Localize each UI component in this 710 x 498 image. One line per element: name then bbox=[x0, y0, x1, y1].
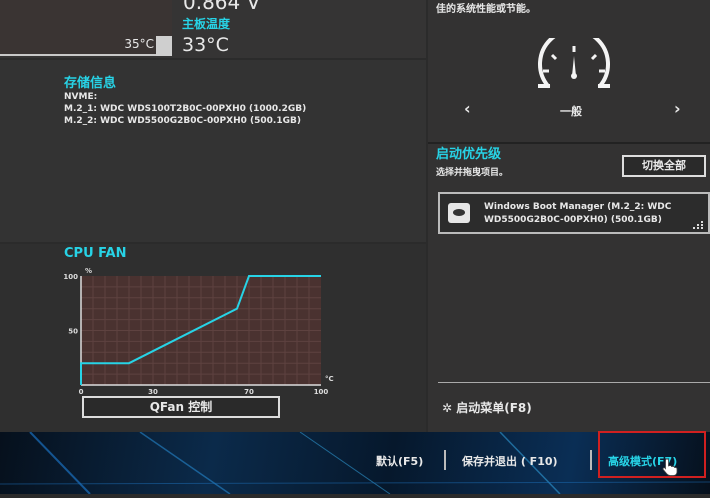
profile-next-button[interactable]: › bbox=[674, 99, 681, 118]
mb-temp-value: 33°C bbox=[182, 34, 229, 56]
boot-menu-button[interactable]: ✲ 启动菜单(F8) bbox=[442, 399, 532, 416]
boot-priority-subtitle: 选择并拖曳项目。 bbox=[436, 165, 508, 178]
highlight-box bbox=[598, 431, 706, 478]
profile-mode: 一般 bbox=[560, 103, 582, 119]
footer-separator bbox=[590, 450, 592, 470]
profile-prev-button[interactable]: ‹ bbox=[464, 99, 471, 118]
x-tick-label: 100 bbox=[314, 388, 329, 396]
hand-cursor-icon bbox=[662, 458, 678, 476]
disk-icon bbox=[448, 203, 470, 223]
storage-item: M.2_2: WDC WD5500G2B0C-00PXH0 (500.1GB) bbox=[64, 116, 301, 126]
profile-description: 佳的系统性能或节能。 bbox=[436, 0, 536, 15]
qfan-control-button[interactable]: QFan 控制 bbox=[82, 396, 280, 418]
y-tick-label: 100 bbox=[63, 273, 78, 281]
speedometer-icon[interactable] bbox=[534, 38, 614, 90]
boot-item-line2: WD5500G2B0C-00PXH0) (500.1GB) bbox=[484, 215, 662, 225]
boot-menu-label: 启动菜单(F8) bbox=[456, 401, 532, 415]
temp-marker bbox=[156, 36, 172, 56]
cpu-temp-current: 35°C bbox=[124, 37, 154, 51]
storage-info-panel: 存储信息 NVME: M.2_1: WDC WDS100T2B0C-00PXH0… bbox=[0, 60, 426, 242]
x-axis-label: °C bbox=[325, 375, 334, 383]
y-tick-label: 50 bbox=[68, 328, 78, 336]
storage-item: M.2_1: WDC WDS100T2B0C-00PXH0 (1000.2GB) bbox=[64, 104, 306, 114]
x-tick-label: 30 bbox=[148, 388, 158, 396]
switch-all-button[interactable]: 切换全部 bbox=[622, 155, 706, 177]
storage-type: NVME: bbox=[64, 92, 97, 102]
mb-temp-label: 主板温度 bbox=[182, 17, 230, 31]
drag-handle-icon[interactable] bbox=[693, 221, 705, 229]
monitor-panel: 35°C 0.864 V 主板温度 33°C bbox=[0, 0, 426, 58]
x-tick-label: 0 bbox=[79, 388, 84, 396]
y-axis-label: % bbox=[85, 267, 92, 275]
boot-item[interactable]: Windows Boot Manager (M.2_2: WDC WD5500G… bbox=[438, 192, 710, 234]
footer-separator bbox=[444, 450, 446, 470]
boot-menu-icon: ✲ bbox=[442, 401, 452, 415]
storage-title: 存储信息 bbox=[64, 72, 116, 91]
right-panel: 佳的系统性能或节能。 ‹ 一般 › 启动优先级 选择并拖曳项目。 切换全部 Wi… bbox=[428, 0, 710, 432]
x-tick-label: 70 bbox=[244, 388, 254, 396]
cpu-temp-graph: 35°C bbox=[0, 0, 172, 56]
boot-item-line1: Windows Boot Manager (M.2_2: WDC bbox=[484, 202, 671, 212]
voltage-value: 0.864 V bbox=[183, 0, 260, 14]
default-f5-button[interactable]: 默认(F5) bbox=[376, 453, 423, 469]
boot-priority-title: 启动优先级 bbox=[436, 147, 501, 162]
save-exit-f10-button[interactable]: 保存并退出 ( F10) bbox=[462, 453, 558, 469]
